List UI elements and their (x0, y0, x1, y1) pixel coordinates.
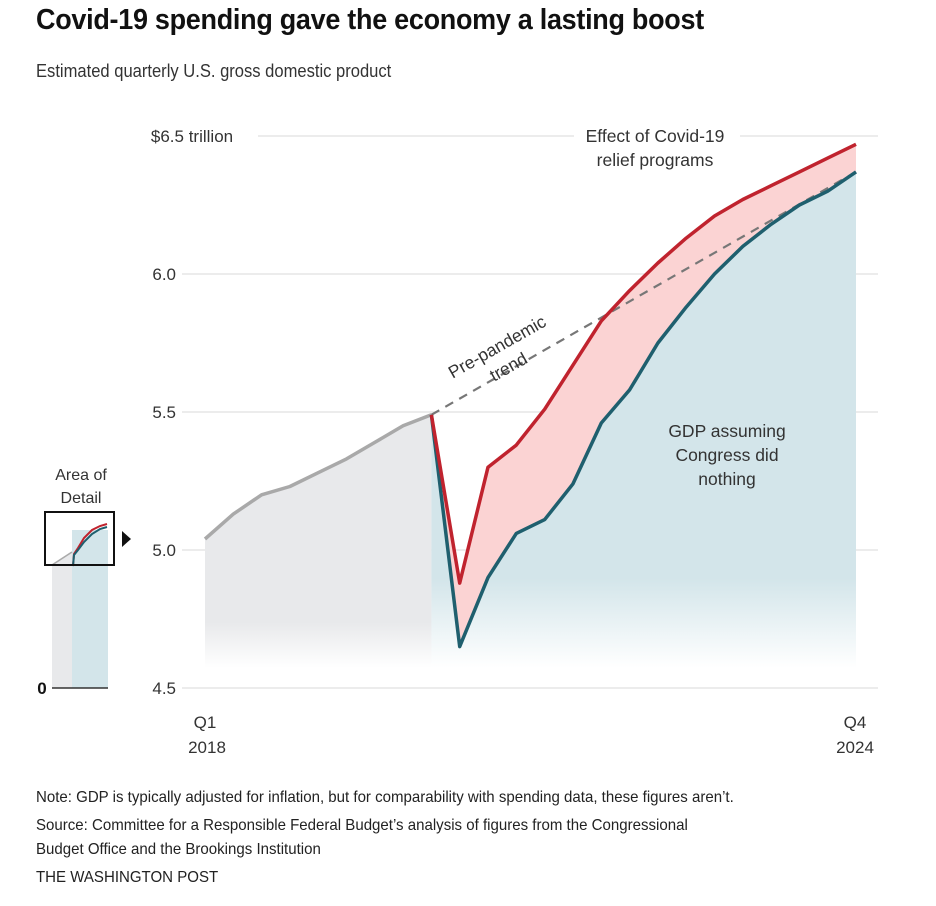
trend-annotation: Pre-pandemic trend (438, 306, 559, 388)
y-tick-label: 5.5 (152, 403, 176, 422)
chart-subtitle: Estimated quarterly U.S. gross domestic … (36, 61, 392, 81)
footnote: Note: GDP is typically adjusted for infl… (36, 789, 734, 806)
detail-box (44, 511, 115, 566)
counterfactual-area (431, 171, 856, 668)
x-tick-end-line1: Q4 (844, 713, 867, 732)
x-tick-start-line1: Q1 (194, 713, 217, 732)
pre-pandemic-trend-line (430, 170, 857, 416)
relief-effect-area (431, 144, 856, 647)
y-tick-label: 4.5 (152, 679, 176, 698)
pointer-arrow-icon (122, 531, 131, 547)
y-tick-label: 6.0 (152, 265, 176, 284)
chart-title: Covid-19 spending gave the economy a las… (36, 4, 704, 36)
y-tick-label: $6.5 trillion (151, 127, 233, 146)
counterfactual-annotation-line3: nothing (698, 469, 755, 489)
inset-label-line2: Detail (61, 490, 102, 507)
y-tick-label: 5.0 (152, 541, 176, 560)
counterfactual-annotation-line2: Congress did (675, 445, 778, 465)
y-axis-ticks: $6.5 trillion 6.0 5.5 5.0 4.5 (151, 127, 233, 698)
relief-annotation-line1: Effect of Covid-19 (586, 126, 725, 146)
inset-label-line1: Area of (55, 467, 107, 484)
area-of-detail-inset: Area of Detail 0 (37, 467, 131, 698)
pre-pandemic-area (205, 414, 432, 668)
x-tick-end-line2: 2024 (836, 738, 874, 757)
counterfactual-annotation: GDP assuming Congress did nothing (668, 421, 785, 489)
relief-annotation-line2: relief programs (597, 150, 714, 170)
actual-gdp-line (429, 142, 857, 585)
counterfactual-annotation-line1: GDP assuming (668, 421, 785, 441)
source-line-2: Budget Office and the Brookings Institut… (36, 841, 321, 858)
publisher-credit: THE WASHINGTON POST (36, 869, 219, 886)
x-tick-start-line2: 2018 (188, 738, 226, 757)
pre-pandemic-line (203, 413, 433, 541)
counterfactual-line (429, 170, 857, 649)
inset-zero-label: 0 (37, 679, 46, 698)
relief-annotation: Effect of Covid-19 relief programs (574, 124, 740, 170)
source-line-1: Source: Committee for a Responsible Fede… (36, 817, 688, 834)
